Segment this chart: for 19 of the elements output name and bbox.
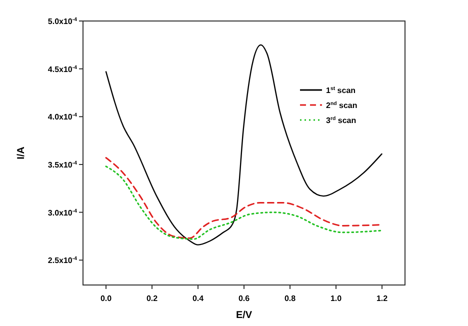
y-tick-label: 3.5x10$^{-4}$ <box>48 160 78 170</box>
line-series <box>105 44 382 246</box>
y-tick-label: 2.5x10$^{-4}$ <box>48 256 78 266</box>
y-tick-label: 3.0x10$^{-4}$ <box>48 208 78 218</box>
x-tick-label: 0.4 <box>192 294 204 303</box>
x-tick-label: 0.2 <box>146 294 158 303</box>
y-tick-label: 4.0x10$^{-4}$ <box>48 112 78 122</box>
x-tick-label: 1.2 <box>376 294 388 303</box>
legend-label: 3$^{rd}$ scan <box>326 116 356 125</box>
x-tick-label: 0.0 <box>100 294 112 303</box>
y-axis-title: I/A <box>16 146 27 160</box>
x-tick-label: 0.6 <box>238 294 250 303</box>
y-tick-label: 5.0x10$^{-4}$ <box>48 17 78 26</box>
legend-label: 2$^{nd}$ scan <box>326 101 358 110</box>
legend-label: 1$^{st}$ scan <box>326 86 356 95</box>
y-tick-label: 4.5x10$^{-4}$ <box>48 64 78 74</box>
x-tick-label: 1.0 <box>330 294 342 303</box>
x-axis-title: E/V <box>236 310 252 321</box>
x-tick-label: 0.8 <box>284 294 296 303</box>
